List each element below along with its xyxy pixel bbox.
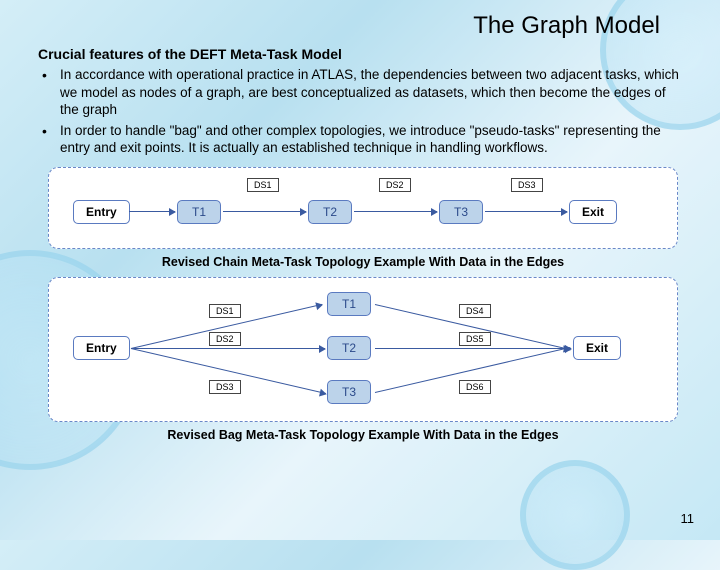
bullet-list: In accordance with operational practice … (38, 66, 688, 157)
dataset-label: DS3 (209, 380, 241, 394)
edge-arrow (131, 348, 325, 349)
edge-arrow (223, 211, 306, 212)
dataset-label: DS3 (511, 178, 543, 192)
node-t2: T2 (327, 336, 371, 360)
node-t3: T3 (327, 380, 371, 404)
figure-caption: Revised Bag Meta-Task Topology Example W… (38, 428, 688, 442)
node-exit: Exit (573, 336, 621, 360)
page-title: The Graph Model (38, 12, 660, 40)
node-t2: T2 (308, 200, 352, 224)
edge-arrow (354, 211, 437, 212)
dataset-label: DS2 (379, 178, 411, 192)
bullet-item: In accordance with operational practice … (38, 66, 688, 119)
node-t3: T3 (439, 200, 483, 224)
slide-content: The Graph Model Crucial features of the … (0, 0, 720, 458)
node-t1: T1 (177, 200, 221, 224)
node-t1: T1 (327, 292, 371, 316)
dataset-label: DS4 (459, 304, 491, 318)
dataset-label: DS5 (459, 332, 491, 346)
page-number: 11 (681, 511, 695, 526)
dataset-label: DS2 (209, 332, 241, 346)
edge-arrow (375, 348, 571, 349)
bg-decoration (520, 460, 630, 570)
node-entry: Entry (73, 336, 130, 360)
edge-arrow (129, 211, 175, 212)
dataset-label: DS6 (459, 380, 491, 394)
figure-bag: Entry T1 T2 T3 Exit DS1 DS2 DS3 DS4 DS5 … (48, 277, 678, 422)
dataset-label: DS1 (209, 304, 241, 318)
node-entry: Entry (73, 200, 130, 224)
node-exit: Exit (569, 200, 617, 224)
edge-arrow (485, 211, 567, 212)
subtitle: Crucial features of the DEFT Meta-Task M… (38, 46, 688, 62)
figure-caption: Revised Chain Meta-Task Topology Example… (38, 255, 688, 269)
dataset-label: DS1 (247, 178, 279, 192)
bullet-item: In order to handle "bag" and other compl… (38, 122, 688, 157)
figure-chain: Entry T1 T2 T3 Exit DS1 DS2 DS3 (48, 167, 678, 249)
